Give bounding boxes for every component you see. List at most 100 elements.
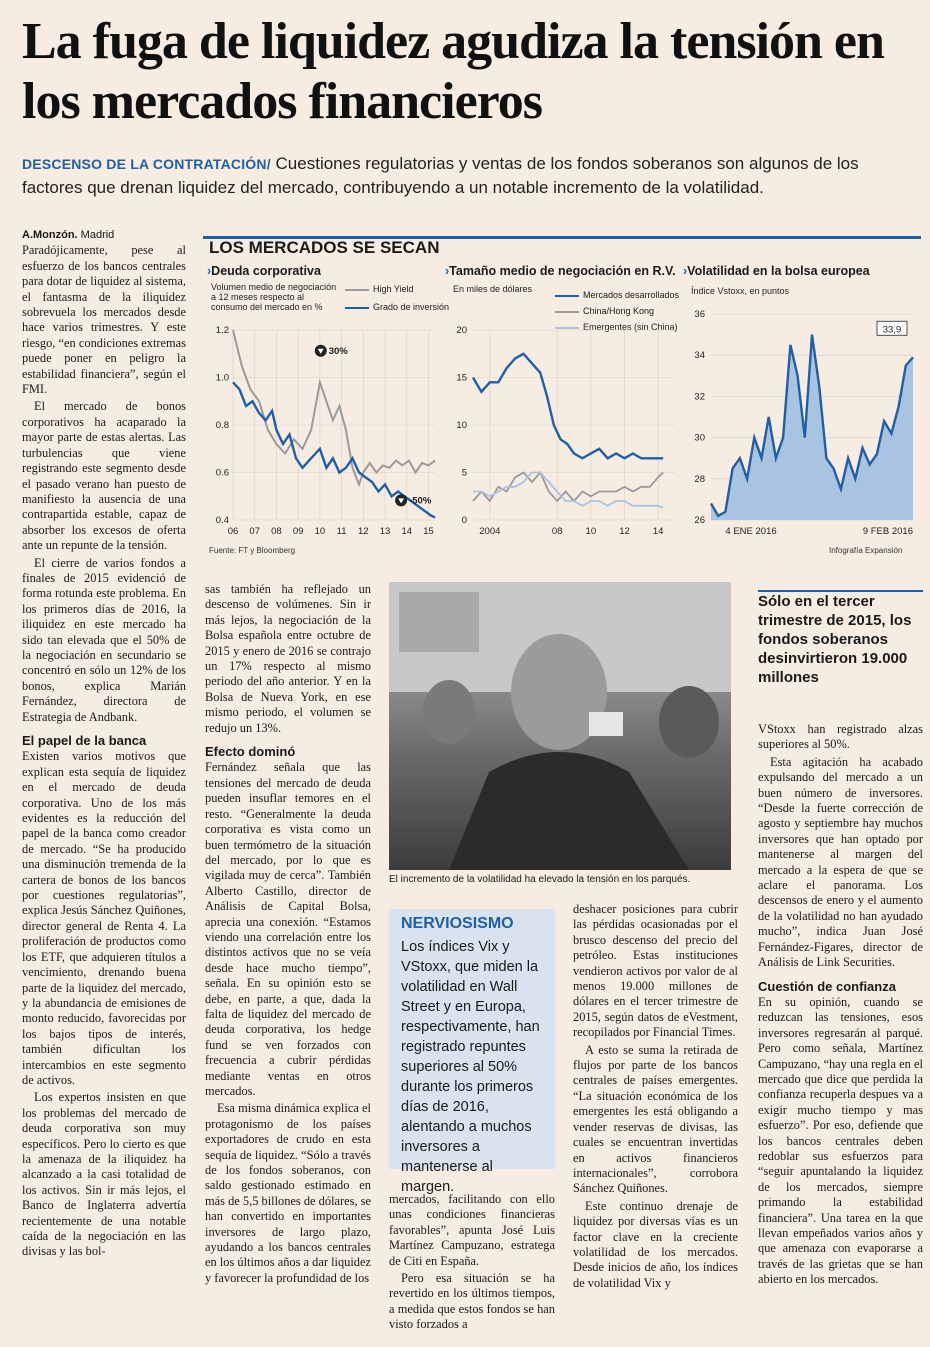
trader-photo-illustration — [389, 582, 731, 870]
x-tick-label: 12 — [358, 526, 369, 537]
arrow-right-icon: › — [445, 264, 450, 278]
chart-rule — [203, 236, 921, 239]
panel3-title-text: Volatilidad en la bolsa europea — [687, 264, 870, 278]
y-tick-label: 0.8 — [216, 420, 229, 431]
panel2-title: ›Tamaño medio de negociación en R.V. — [445, 264, 676, 278]
panel2-chart: 0 5 10 15 20 2004 08 10 12 14 — [456, 325, 675, 537]
subheadline: DESCENSO DE LA CONTRATACIÓN/ Cuestiones … — [22, 152, 922, 200]
sidebar-nerviosismo: NERVIOSISMO Los índices Vix y VStoxx, qu… — [389, 909, 555, 1195]
paragraph: En su opinión, cuando se reduzcan las te… — [758, 994, 923, 1287]
chart-title: LOS MERCADOS SE SECAN — [209, 238, 440, 257]
photo-person-right — [659, 686, 719, 758]
y-tick-label: 34 — [694, 350, 705, 361]
arrow-right-icon: › — [683, 264, 688, 278]
series-line-0 — [471, 352, 664, 460]
photo-badge — [589, 712, 623, 736]
pull-quote-rule — [758, 590, 923, 592]
panel1-subtitle: Volumen medio de negociación a 12 meses … — [211, 282, 337, 312]
section-heading: El papel de la banca — [22, 733, 147, 748]
x-tick-label: 13 — [380, 526, 391, 537]
panel1-title-text: Deuda corporativa — [211, 264, 321, 278]
series-line-1 — [472, 470, 664, 503]
column-3: mercados, facilitando con ello unas cond… — [389, 1192, 555, 1335]
sidebar-title: NERVIOSISMO — [401, 915, 514, 932]
last-value-box — [876, 320, 908, 336]
panel2-subtitle: En miles de dólares — [453, 284, 533, 294]
legend-label: Emergentes (sin China) — [583, 322, 678, 332]
last-value-label: 33,9 — [883, 324, 902, 335]
photo-caption: El incremento de la volatilidad ha eleva… — [389, 874, 691, 885]
sidebar-text: Los índices Vix y VStoxx, que miden la v… — [401, 939, 540, 1195]
arrow-right-icon: › — [207, 264, 212, 278]
x-tick-label: 09 — [293, 526, 304, 537]
x-tick-label: 08 — [271, 526, 282, 537]
panel1-legend-2: Grado de inversión — [345, 302, 449, 312]
legend-swatch — [555, 294, 579, 297]
x-tick-label: 9 FEB 2016 — [863, 526, 913, 537]
legend-label: Mercados desarrollados — [583, 290, 680, 300]
paragraph: sas también ha reflejado un descenso de … — [205, 582, 371, 735]
y-tick-label: 26 — [694, 515, 705, 526]
headline: La fuga de liquidez agudiza la tensión e… — [22, 13, 885, 130]
paragraph: Este continuo drenaje de liquidez por di… — [573, 1198, 738, 1290]
subheadline-kicker: DESCENSO DE LA CONTRATACIÓN/ — [22, 156, 271, 172]
y-tick-label: 1.2 — [216, 325, 229, 336]
chart-credit: Infografía Expansión — [829, 546, 903, 555]
legend-label: High Yield — [373, 284, 414, 294]
paragraph: Esta agitación ha acabado expulsando del… — [758, 754, 923, 970]
area-fill — [711, 334, 913, 520]
series-line-high-yield — [232, 329, 436, 488]
paragraph: mercados, facilitando con ello unas cond… — [389, 1192, 555, 1268]
pull-quote: Sólo en el tercer trimestre de 2015, los… — [758, 593, 912, 686]
x-tick-label: 06 — [228, 526, 239, 537]
y-tick-label: 36 — [694, 309, 705, 320]
paragraph: Paradójicamente, pese al esfuerzo de los… — [22, 243, 186, 397]
paragraph: A esto se suma la retirada de flujos por… — [573, 1042, 738, 1196]
x-tick-label: 10 — [586, 526, 597, 537]
down-arrow-glyph — [317, 348, 324, 354]
x-tick-label: 15 — [423, 526, 434, 537]
x-tick-label: 14 — [653, 526, 664, 537]
x-tick-label: 08 — [552, 526, 563, 537]
y-tick-label: 15 — [456, 373, 467, 384]
panel3-title: ›Volatilidad en la bolsa europea — [683, 264, 870, 278]
paragraph: El cierre de varios fondos a finales de … — [22, 555, 186, 724]
panel3-chart: 26 28 30 32 34 36 4 ENE 2016 9 FEB 2016 33,9 — [694, 309, 914, 537]
panel1-legend-1: High Yield — [345, 284, 414, 294]
photo-body — [449, 752, 689, 870]
section-heading: Efecto dominó — [205, 744, 296, 760]
panel2-legend-3: Emergentes (sin China) — [555, 322, 678, 332]
panel3-subtitle: Índice Vstoxx, en puntos — [691, 286, 790, 296]
panel2-title-text: Tamaño medio de negociación en R.V. — [449, 264, 676, 278]
y-tick-label: 0.4 — [216, 515, 229, 526]
chart-source: Fuente: FT y Bloomberg — [209, 546, 296, 555]
column-5: VStoxx han registrado alzas superiores a… — [758, 722, 923, 1290]
column-1: A.Monzón. Madrid Paradójicamente, pese a… — [22, 228, 186, 1262]
byline-place: Madrid — [80, 229, 115, 241]
section-heading: Cuestión de confianza — [758, 978, 896, 994]
x-tick-label: 12 — [619, 526, 630, 537]
panel1-title: ›Deuda corporativa — [207, 264, 321, 278]
y-tick-label: 0 — [462, 515, 467, 526]
area-line — [709, 334, 914, 518]
paragraph: Esa misma dinámica explica el protagonis… — [205, 1101, 371, 1285]
legend-swatch — [345, 306, 369, 309]
photo-flag — [399, 592, 479, 652]
paragraph: Fernández señala que las tensiones del m… — [205, 760, 371, 1098]
panel1-chart: 0.4 0.6 0.8 1.0 1.2 06 07 08 09 10 11 12 13 14 15 30% -5… — [216, 325, 436, 537]
chart-los-mercados-se-secan: LOS MERCADOS SE SECAN ›Deuda corporativa… — [203, 232, 921, 564]
x-tick-label: 07 — [249, 526, 260, 537]
y-tick-label: 1.0 — [216, 373, 229, 384]
y-tick-label: 0.6 — [216, 468, 229, 479]
series-line-2 — [473, 471, 664, 509]
paragraph: deshacer posiciones para cubrir las pérd… — [573, 902, 738, 1040]
legend-label: China/Hong Kong — [583, 306, 655, 316]
legend-swatch — [345, 288, 369, 291]
x-tick-label: 4 ENE 2016 — [725, 526, 776, 537]
x-tick-label: 10 — [315, 526, 326, 537]
trader-photo — [389, 582, 731, 870]
paragraph: Los expertos insisten en que los problem… — [22, 1090, 186, 1259]
y-tick-label: 28 — [694, 474, 705, 485]
paragraph: Pero esa situación se ha revertido en lo… — [389, 1271, 555, 1332]
legend-label: Grado de inversión — [373, 302, 450, 312]
